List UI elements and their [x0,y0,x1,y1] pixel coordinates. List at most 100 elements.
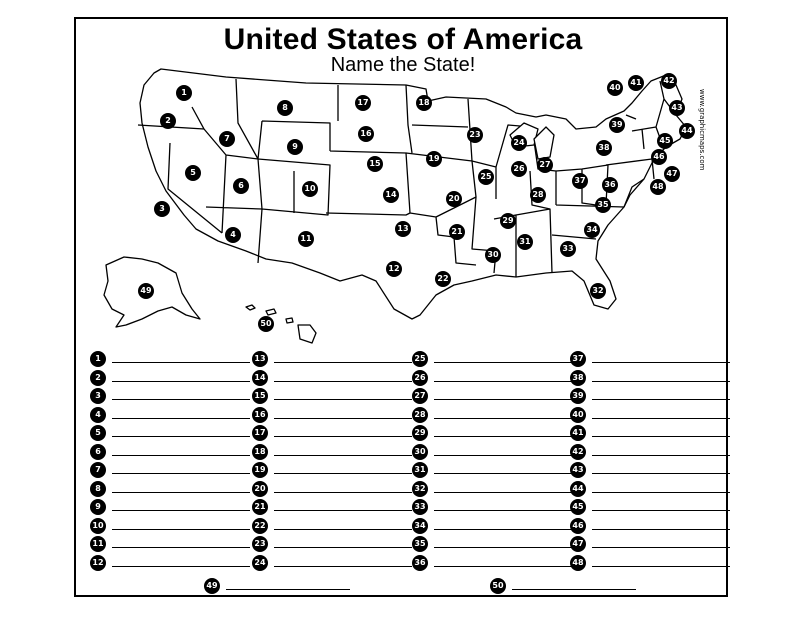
answer-line[interactable] [592,492,730,493]
map-marker-2: 2 [160,113,176,129]
answer-number-30: 30 [412,444,428,460]
answer-line[interactable] [274,399,412,400]
mainland-outline [139,68,687,320]
map-marker-25: 25 [478,169,494,185]
answer-line[interactable] [512,589,636,590]
answer-line[interactable] [274,436,412,437]
answer-line[interactable] [274,418,412,419]
answer-line[interactable] [274,492,412,493]
answer-line[interactable] [592,399,730,400]
answer-line[interactable] [274,362,412,363]
map-marker-36: 36 [602,177,618,193]
map-marker-12: 12 [386,261,402,277]
answer-number-8: 8 [90,481,106,497]
answer-number-42: 42 [570,444,586,460]
answer-line[interactable] [112,381,250,382]
map-marker-34: 34 [584,222,600,238]
answer-line[interactable] [434,381,572,382]
answer-line[interactable] [592,436,730,437]
answer-line[interactable] [112,436,250,437]
map-marker-37: 37 [572,173,588,189]
answer-row-41: 41 [570,425,730,441]
answer-line[interactable] [112,510,250,511]
map-marker-38: 38 [596,140,612,156]
map-marker-20: 20 [446,191,462,207]
answer-line[interactable] [434,529,572,530]
answer-line[interactable] [434,510,572,511]
answer-line[interactable] [434,362,572,363]
answer-row-35: 35 [412,536,572,552]
answer-line[interactable] [112,473,250,474]
answer-line[interactable] [274,566,412,567]
answer-line[interactable] [434,566,572,567]
answer-line[interactable] [274,455,412,456]
answer-line[interactable] [592,381,730,382]
answer-line[interactable] [112,529,250,530]
map-marker-15: 15 [367,156,383,172]
answer-number-14: 14 [252,370,268,386]
map-marker-32: 32 [590,283,606,299]
answer-row-10: 10 [90,518,250,534]
map-marker-7: 7 [219,131,235,147]
map-marker-43: 43 [669,100,685,116]
map-marker-48: 48 [650,179,666,195]
map-marker-26: 26 [511,161,527,177]
answer-number-2: 2 [90,370,106,386]
answer-row-21: 21 [252,499,412,515]
answer-line[interactable] [112,492,250,493]
worksheet-title: United States of America [223,23,583,56]
answer-line[interactable] [434,436,572,437]
answer-row-19: 19 [252,462,412,478]
answer-line[interactable] [592,455,730,456]
answer-line[interactable] [434,399,572,400]
answer-number-45: 45 [570,499,586,515]
answer-line[interactable] [112,418,250,419]
answer-line[interactable] [274,510,412,511]
answer-number-3: 3 [90,388,106,404]
answer-line[interactable] [274,473,412,474]
worksheet-frame: United States of America Name the State!… [74,17,730,597]
map-marker-16: 16 [358,126,374,142]
answer-line[interactable] [592,418,730,419]
answer-line[interactable] [592,547,730,548]
map-marker-14: 14 [383,187,399,203]
answer-row-26: 26 [412,370,572,386]
answer-line[interactable] [112,566,250,567]
answer-row-14: 14 [252,370,412,386]
answer-row-22: 22 [252,518,412,534]
answer-line[interactable] [592,510,730,511]
answer-line[interactable] [274,381,412,382]
map-marker-3: 3 [154,201,170,217]
hawaii-islands [245,304,317,344]
answer-line[interactable] [226,589,350,590]
answer-number-6: 6 [90,444,106,460]
answer-line[interactable] [434,473,572,474]
answer-number-37: 37 [570,351,586,367]
answer-line[interactable] [274,547,412,548]
answer-number-24: 24 [252,555,268,571]
map-marker-44: 44 [679,123,695,139]
answer-line[interactable] [434,547,572,548]
answer-line[interactable] [434,492,572,493]
answer-number-13: 13 [252,351,268,367]
answer-line[interactable] [274,529,412,530]
answer-line[interactable] [592,473,730,474]
answer-line[interactable] [592,566,730,567]
answer-line[interactable] [434,455,572,456]
answer-row-43: 43 [570,462,730,478]
answer-line[interactable] [112,547,250,548]
answer-line[interactable] [434,418,572,419]
answer-line[interactable] [112,362,250,363]
answer-row-11: 11 [90,536,250,552]
answer-number-36: 36 [412,555,428,571]
answer-line[interactable] [592,362,730,363]
answer-number-21: 21 [252,499,268,515]
map-marker-22: 22 [435,271,451,287]
answer-row-37: 37 [570,351,730,367]
answer-line[interactable] [592,529,730,530]
answer-line[interactable] [112,399,250,400]
map-marker-9: 9 [287,139,303,155]
answer-line[interactable] [112,455,250,456]
map-marker-6: 6 [233,178,249,194]
map-marker-31: 31 [517,234,533,250]
